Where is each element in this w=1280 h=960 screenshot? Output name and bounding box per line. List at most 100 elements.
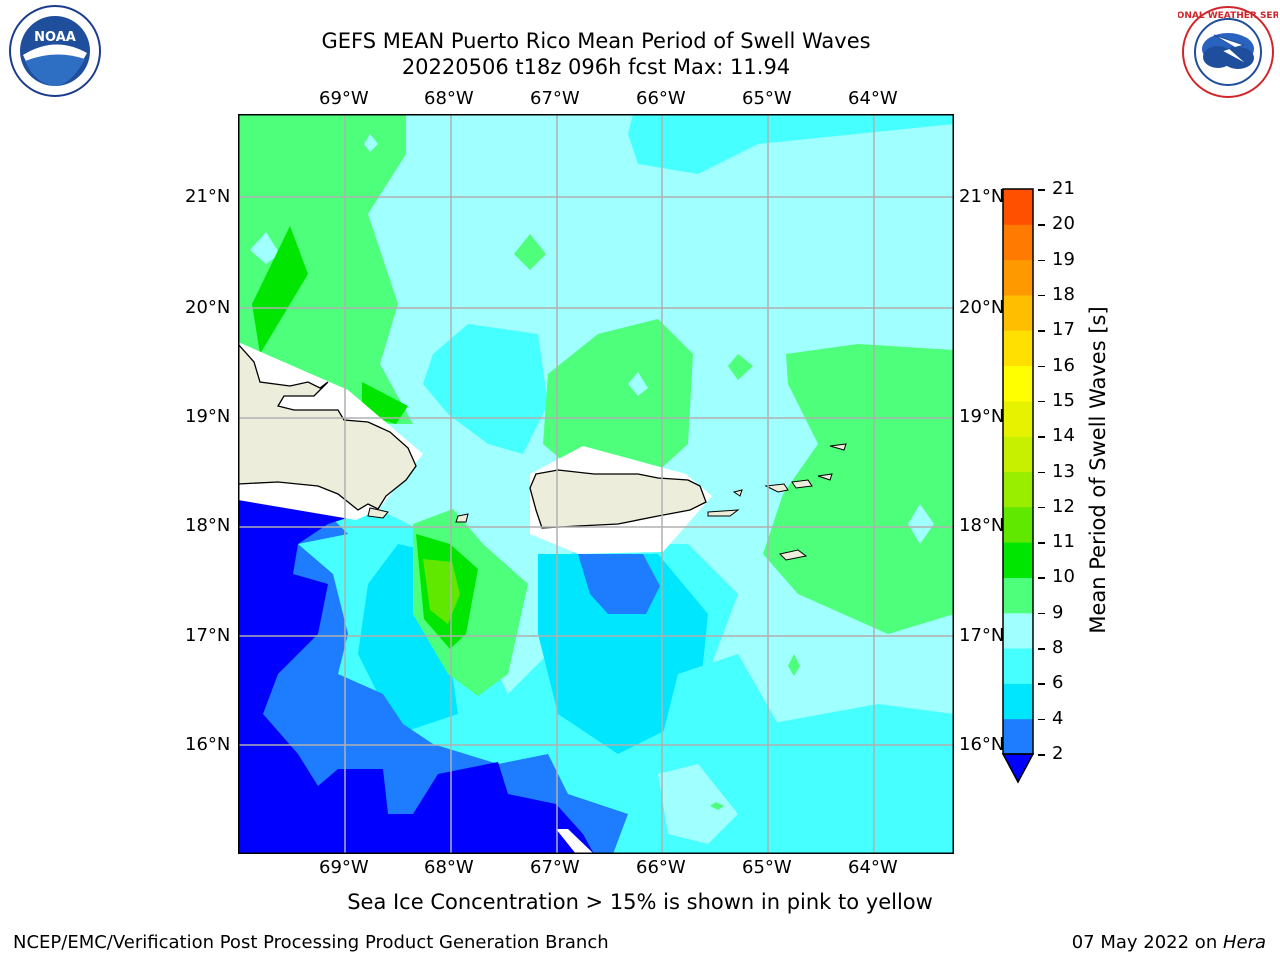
colorbar-tick-label: 8 [1052,637,1064,659]
lat-label-left: 17°N [185,625,231,646]
footer-date: 07 May 2022 on [1071,932,1223,953]
colorbar-tick-mark [1038,471,1045,473]
colorbar-ticks: 2 4 6 8 9 10 11 12 13 14 15 16 17 18 19 20 21 [1038,0,1084,960]
lon-label-bottom: 69°W [319,857,369,878]
colorbar-segment [1003,471,1033,508]
title-line-2: 20220506 t18z 096h fcst Max: 11.94 [401,55,791,79]
colorbar-tick-mark [1038,506,1045,509]
colorbar-tick-label: 9 [1052,601,1064,623]
colorbar-tick-mark [1038,718,1045,721]
lon-label-top: 68°W [424,88,474,109]
colorbar-tick-label: 19 [1052,248,1075,270]
lon-label-bottom: 65°W [742,857,792,878]
lon-label-top: 67°W [530,88,580,109]
colorbar-tick-label: 2 [1052,743,1064,764]
lat-label-right: 20°N [959,297,1005,318]
colorbar-tick-label: 20 [1052,213,1075,235]
lat-label-right: 16°N [959,734,1005,755]
colorbar-segment [1003,506,1033,543]
colorbar-segment [1003,259,1033,296]
colorbar-frame [1002,188,1034,755]
noaa-logo: NOAA [5,5,105,100]
colorbar-tick-mark [1038,365,1045,368]
swell-contour-8-north [628,114,954,174]
colorbar-tick-label: 15 [1052,389,1075,411]
colorbar-tick-label: 4 [1052,707,1064,729]
lon-label-bottom: 64°W [848,857,898,878]
colorbar-tick-mark [1038,754,1045,756]
swell-contour-4-6 [238,504,628,854]
lon-label-top: 64°W [848,88,898,109]
colorbar-segment [1003,189,1033,225]
lon-label-bottom: 67°W [530,857,580,878]
colorbar-tick-label: 14 [1052,425,1075,447]
colorbar-segment [1003,648,1033,684]
map-panel [237,114,954,854]
colorbar-tick-mark [1038,224,1045,226]
title-line-1: GEFS MEAN Puerto Rico Mean Period of Swe… [321,29,871,53]
colorbar-tick-label: 17 [1052,319,1075,341]
colorbar-tick-mark [1038,400,1045,403]
lat-label-left: 20°N [185,297,231,318]
colorbar-segment [1003,224,1033,261]
colorbar-tick-mark [1038,683,1045,685]
lat-label-left: 19°N [185,406,231,427]
lat-label-left: 18°N [185,515,231,536]
colorbar-extend-triangle [1001,753,1035,784]
colorbar-segment [1003,330,1033,367]
footer-host: Hera [1222,932,1266,953]
colorbar-segment [1003,294,1033,331]
swell-contour-9-10-east [763,344,954,634]
colorbar-tick-mark [1038,648,1045,650]
swell-contour-10-11-nw [252,226,308,354]
colorbar-segment [1003,436,1033,472]
colorbar-tick-mark [1038,330,1045,332]
lat-label-right: 17°N [959,625,1005,646]
lat-label-right: 19°N [959,406,1005,427]
lon-label-bottom: 66°W [636,857,686,878]
lon-label-top: 69°W [319,88,369,109]
colorbar-tick-mark [1038,577,1045,579]
colorbar-tick-label: 10 [1052,566,1075,588]
colorbar-tick-label: 11 [1052,531,1075,553]
swell-contour-9-10-nw [238,114,413,424]
colorbar-segment [1003,683,1033,720]
colorbar-tick-mark [1038,294,1045,297]
lon-label-top: 66°W [636,88,686,109]
colorbar-tick-label: 16 [1052,354,1075,376]
lat-label-right: 18°N [959,515,1005,536]
colorbar-segment [1003,718,1033,755]
colorbar-tick-label: 21 [1052,178,1075,199]
colorbar-segment [1003,612,1033,649]
colorbar-segment [1003,365,1033,402]
swell-contour-2-4 [238,499,594,854]
footer-left: NCEP/EMC/Verification Post Processing Pr… [13,932,609,953]
lat-label-left: 16°N [185,734,231,755]
colorbar-tick-label: 6 [1052,672,1064,694]
colorbar-tick-mark [1038,189,1045,191]
colorbar-tick-mark [1038,612,1045,615]
lat-label-left: 21°N [185,186,231,207]
footer-right: 07 May 2022 on Hera [1072,932,1266,953]
colorbar-segment [1003,542,1033,578]
colorbar-tick-mark [1038,259,1045,262]
lat-label-right: 21°N [959,186,1005,207]
colorbar-label-text: Mean Period of Swell Waves [s] [1086,306,1110,634]
swell-contour-8-center [423,324,548,454]
nws-logo: NATIONAL WEATHER SERVICE [1153,5,1280,100]
colorbar-tick-mark [1038,542,1045,544]
map-title: GEFS MEAN Puerto Rico Mean Period of Swe… [0,28,1192,80]
colorbar-tick-label: 18 [1052,283,1075,305]
lon-label-top: 65°W [742,88,792,109]
colorbar-segment [1003,577,1033,614]
sea-ice-caption: Sea Ice Concentration > 15% is shown in … [347,890,933,914]
swell-contour-9-10-center [543,319,693,482]
colorbar-segment [1003,400,1033,437]
virgin-islands [764,483,789,493]
map-frame [238,114,954,854]
graticule [238,114,954,854]
colorbar-tick-mark [1038,436,1045,438]
nws-logo-text: NATIONAL WEATHER SERVICE [1178,11,1278,21]
noaa-logo-text: NOAA [34,30,76,45]
colorbar [1000,186,1040,786]
